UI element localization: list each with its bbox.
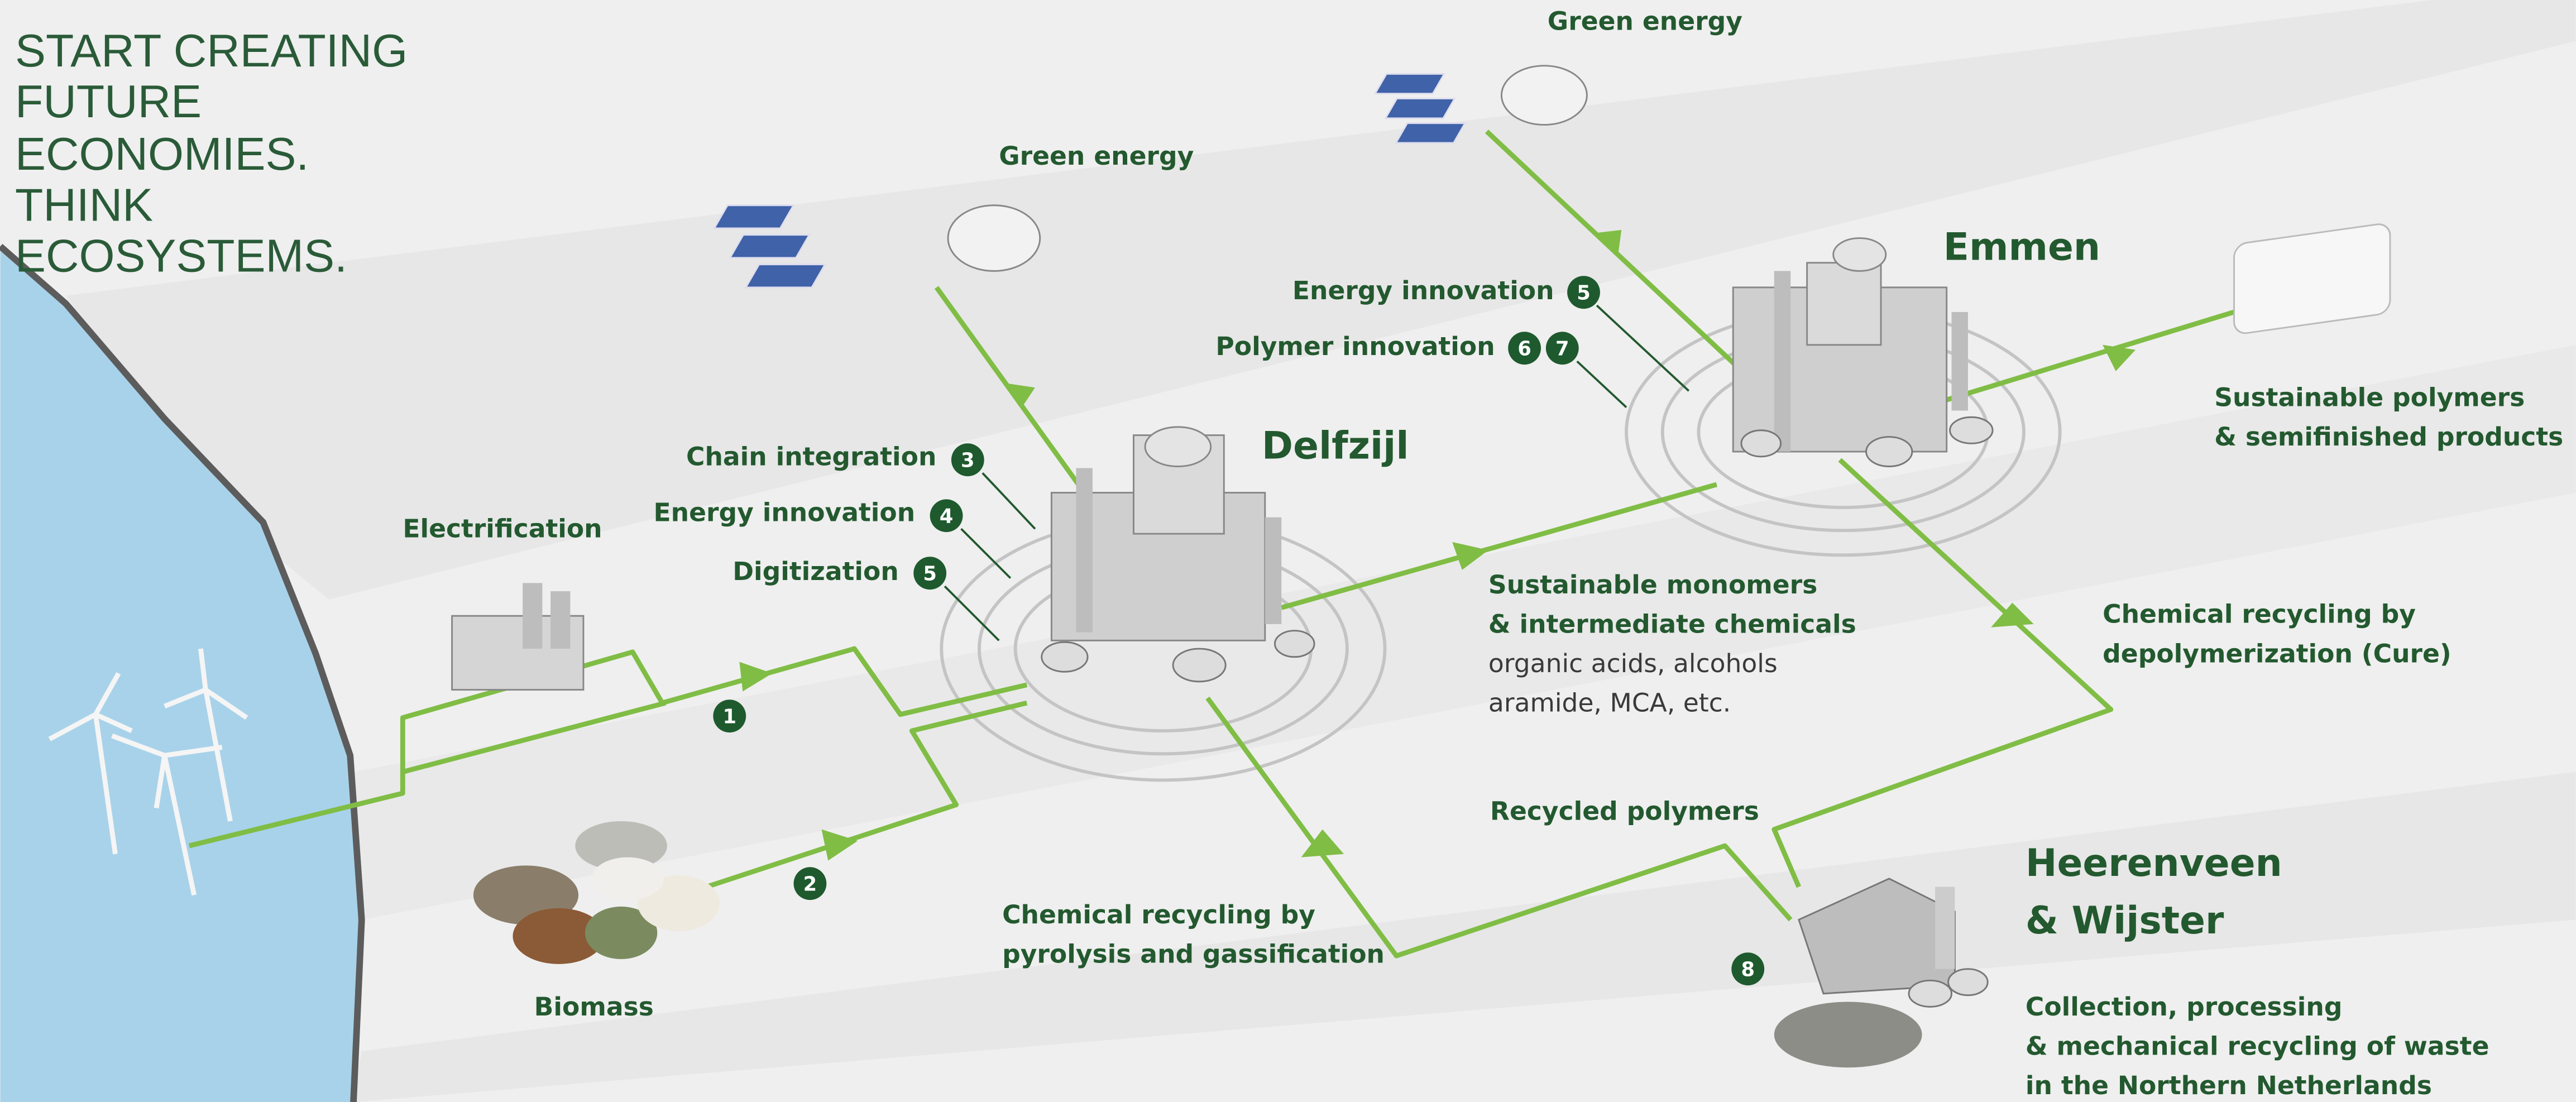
input-label: Biomass	[534, 992, 654, 1022]
output-detail: organic acids, alcohols	[1488, 649, 1778, 678]
output-label: depolymerization (Cure)	[2103, 639, 2451, 668]
plant-illustration	[1076, 468, 1092, 632]
plant-illustration	[1265, 518, 1281, 624]
plant-illustration	[1935, 887, 1955, 969]
hub-name: Delfzijl	[1262, 424, 1409, 468]
innovation-label: Energy innovation	[1292, 276, 1554, 305]
input-label: Green energy	[1548, 7, 1742, 36]
plant-illustration	[1501, 66, 1587, 125]
plant-illustration	[715, 205, 793, 228]
headline: FUTURE	[15, 76, 202, 127]
infographic: 3 4 5 5 6 7 1 2 8 START CREATING FUTURE …	[0, 0, 2576, 1102]
input-label: Electrification	[403, 514, 602, 544]
plant-illustration	[746, 265, 825, 288]
innovation-label: Digitization	[732, 557, 899, 586]
plant-illustration	[948, 205, 1040, 271]
hub-name: & Wijster	[2026, 898, 2224, 942]
page: {"headline":{"lines":["START CREATING","…	[0, 0, 2576, 1102]
plant-illustration	[1042, 642, 1088, 672]
input-label: Green energy	[999, 141, 1194, 171]
headline: START CREATING	[15, 25, 408, 76]
plant-illustration	[1807, 263, 1881, 345]
badge-number: 1	[722, 706, 736, 729]
badge-number: 3	[961, 449, 975, 472]
output-detail: aramide, MCA, etc.	[1488, 688, 1731, 718]
plant-illustration	[1741, 430, 1781, 457]
hub-name: Heerenveen	[2026, 841, 2282, 885]
innovation-label: Polymer innovation	[1215, 332, 1495, 361]
plant-illustration	[1275, 631, 1314, 657]
output-label: Sustainable polymers	[2214, 382, 2525, 412]
output-label: Chemical recycling by	[1002, 900, 1315, 929]
badge-number: 5	[923, 563, 937, 586]
badge-number: 5	[1577, 282, 1591, 305]
plant-illustration	[1909, 980, 1951, 1007]
plant-illustration	[1396, 123, 1464, 143]
badge-number: 2	[803, 873, 817, 896]
plant-illustration	[1950, 417, 1993, 443]
plant-illustration	[1833, 238, 1886, 271]
innovation-label: Energy innovation	[654, 497, 916, 527]
badge-number: 8	[1741, 959, 1755, 981]
plant-illustration	[1866, 437, 1912, 467]
output-label: & intermediate chemicals	[1488, 609, 1856, 639]
output-label: & semifinished products	[2214, 422, 2563, 452]
badge-number: 7	[1555, 338, 1569, 361]
output-label: Chemical recycling by	[2103, 600, 2416, 629]
badge-number: 4	[940, 505, 954, 528]
output-label: Recycled polymers	[1490, 797, 1759, 826]
headline: ECOSYSTEMS.	[15, 231, 347, 282]
hub-name: Emmen	[1943, 225, 2100, 269]
plant-illustration	[592, 857, 664, 900]
output-label: Collection, processing	[2026, 992, 2343, 1022]
plant-illustration	[1952, 312, 1968, 411]
plant-illustration	[550, 591, 570, 649]
headline: THINK	[15, 179, 153, 231]
output-label: pyrolysis and gassification	[1002, 940, 1385, 969]
plant-illustration	[1774, 271, 1790, 452]
output-label: & mechanical recycling of waste	[2026, 1031, 2489, 1061]
plant-illustration	[1948, 969, 1988, 995]
plant-illustration	[1173, 649, 1225, 682]
plant-illustration	[730, 235, 809, 258]
plant-illustration	[1375, 74, 1444, 93]
output-label: Sustainable monomers	[1488, 570, 1817, 600]
innovation-label: Chain integration	[686, 442, 936, 471]
plant-illustration	[1145, 427, 1211, 467]
plant-illustration	[523, 583, 542, 649]
plant-illustration	[1774, 1002, 1922, 1068]
output-label: in the Northern Netherlands	[2026, 1071, 2432, 1100]
headline: ECONOMIES.	[15, 128, 309, 180]
plant-illustration	[1386, 99, 1454, 118]
badge-number: 6	[1517, 338, 1531, 361]
